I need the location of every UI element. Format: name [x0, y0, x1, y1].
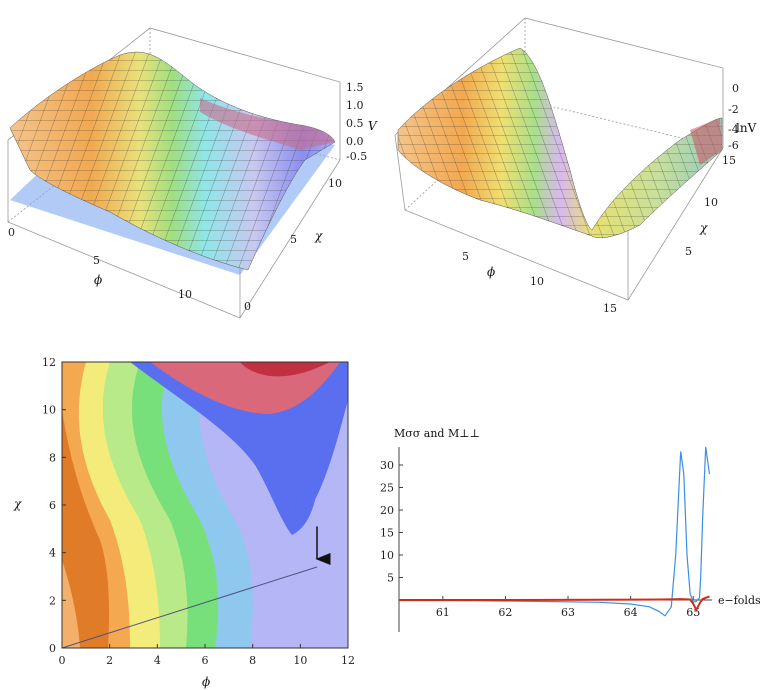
line-x-tick: 64: [624, 606, 638, 619]
contour-peak-darkred: [240, 362, 330, 377]
z-tick: 0.5: [346, 117, 364, 130]
line-x-tick: 61: [436, 606, 450, 619]
line-plot-title: Mσσ and M⊥⊥: [394, 427, 480, 440]
z-tick: -4: [728, 123, 739, 136]
contour-band-lightorange: [62, 560, 80, 648]
z-ticks: 1.5 1.0 0.5 0.0 -0.5: [346, 81, 367, 163]
line-y-tick: 30: [380, 459, 394, 472]
line-y-tick: 10: [380, 549, 394, 562]
contour-y-tick: 2: [49, 594, 56, 607]
z-axis-label: V: [368, 119, 378, 133]
z-tick: 0.0: [346, 135, 364, 148]
z-tick: -0.5: [346, 150, 367, 163]
surface-ridge: [200, 98, 335, 150]
lnv-surface-mesh: [398, 48, 722, 238]
contour-x-tick: 2: [106, 654, 113, 667]
z-tick: -6: [728, 139, 739, 152]
phi-tick: 5: [462, 250, 469, 263]
phi-tick: 5: [93, 254, 100, 267]
lnv-chi-ticks: 5 10 15: [685, 154, 736, 258]
chi-tick: 5: [290, 233, 297, 246]
chi-tick: 0: [244, 300, 251, 313]
line-y-tick: 15: [380, 527, 394, 540]
phi-tick: 10: [530, 275, 544, 288]
lnv-phi-ticks: 5 10 15: [462, 250, 617, 315]
chi-tick: 10: [328, 177, 342, 190]
phi-axis-label: ϕ: [94, 273, 102, 287]
z-tick: 0: [732, 82, 739, 95]
line-x-label: e−folds: [718, 594, 761, 607]
contour-x-ticks: 0 2 4 6 8 10 12: [59, 644, 355, 667]
phi-tick: 0: [8, 226, 15, 239]
surface-edge-red: [690, 118, 722, 165]
chi-ticks: 0 5 10: [244, 177, 342, 313]
surface-plot-v: 1.5 1.0 0.5 0.0 -0.5 V 0 5 10 χ 0 5 10 ϕ: [7, 27, 378, 319]
contour-x-tick: 6: [202, 654, 209, 667]
line-y-ticks: 5 10 15 20 25 30: [380, 459, 403, 585]
lnv-z-axis-label: lnV: [736, 121, 757, 135]
chi-tick: 15: [722, 154, 736, 167]
contour-x-tick: 0: [59, 654, 66, 667]
z-tick: 1.0: [346, 99, 364, 112]
line-y-tick: 20: [380, 504, 394, 517]
contour-x-tick: 4: [154, 654, 161, 667]
lnv-z-ticks: 0 -2 -4 -6: [728, 82, 739, 152]
lnv-phi-axis-label: ϕ: [487, 265, 495, 279]
contour-y-tick: 6: [49, 499, 56, 512]
contour-y-tick: 4: [49, 547, 56, 560]
contour-x-tick: 10: [293, 654, 307, 667]
lnv-chi-axis-label: χ: [699, 221, 708, 235]
z-tick: 1.5: [346, 81, 364, 94]
line-x-tick: 63: [561, 606, 575, 619]
contour-y-label: χ: [13, 497, 22, 511]
z-tick: -2: [728, 103, 739, 116]
trajectory-line: [61, 566, 318, 649]
contour-x-label: ϕ: [202, 675, 210, 689]
contour-plot: 0 2 4 6 8 10 12 0 2 4 6 8 10 12 ϕ χ: [13, 356, 355, 689]
phi-tick: 10: [178, 288, 192, 301]
contour-x-tick: 8: [249, 654, 256, 667]
contour-y-tick: 0: [49, 642, 56, 655]
series-m-sigma-sigma: [398, 446, 711, 617]
contour-x-tick: 12: [341, 654, 355, 667]
chi-tick: 5: [685, 245, 692, 258]
line-x-tick: 62: [498, 606, 512, 619]
chi-tick: 10: [704, 196, 718, 209]
phi-ticks: 0 5 10: [8, 226, 192, 301]
contour-band-darkorange: [62, 410, 110, 648]
line-y-tick: 25: [380, 482, 394, 495]
phi-tick: 15: [603, 302, 617, 315]
chi-axis-label: χ: [314, 229, 323, 243]
series-m-perp-perp: [399, 595, 710, 613]
contour-y-tick: 10: [42, 404, 56, 417]
contour-y-ticks: 0 2 4 6 8 10 12: [42, 356, 66, 655]
line-y-tick: 5: [387, 572, 394, 585]
surface-mesh: [10, 52, 335, 271]
contour-y-tick: 12: [42, 356, 56, 369]
surface-plot-lnv: 0 -2 -4 -6 lnV 5 10 15 χ 5 10 15 ϕ: [394, 17, 757, 315]
contour-y-tick: 8: [49, 451, 56, 464]
